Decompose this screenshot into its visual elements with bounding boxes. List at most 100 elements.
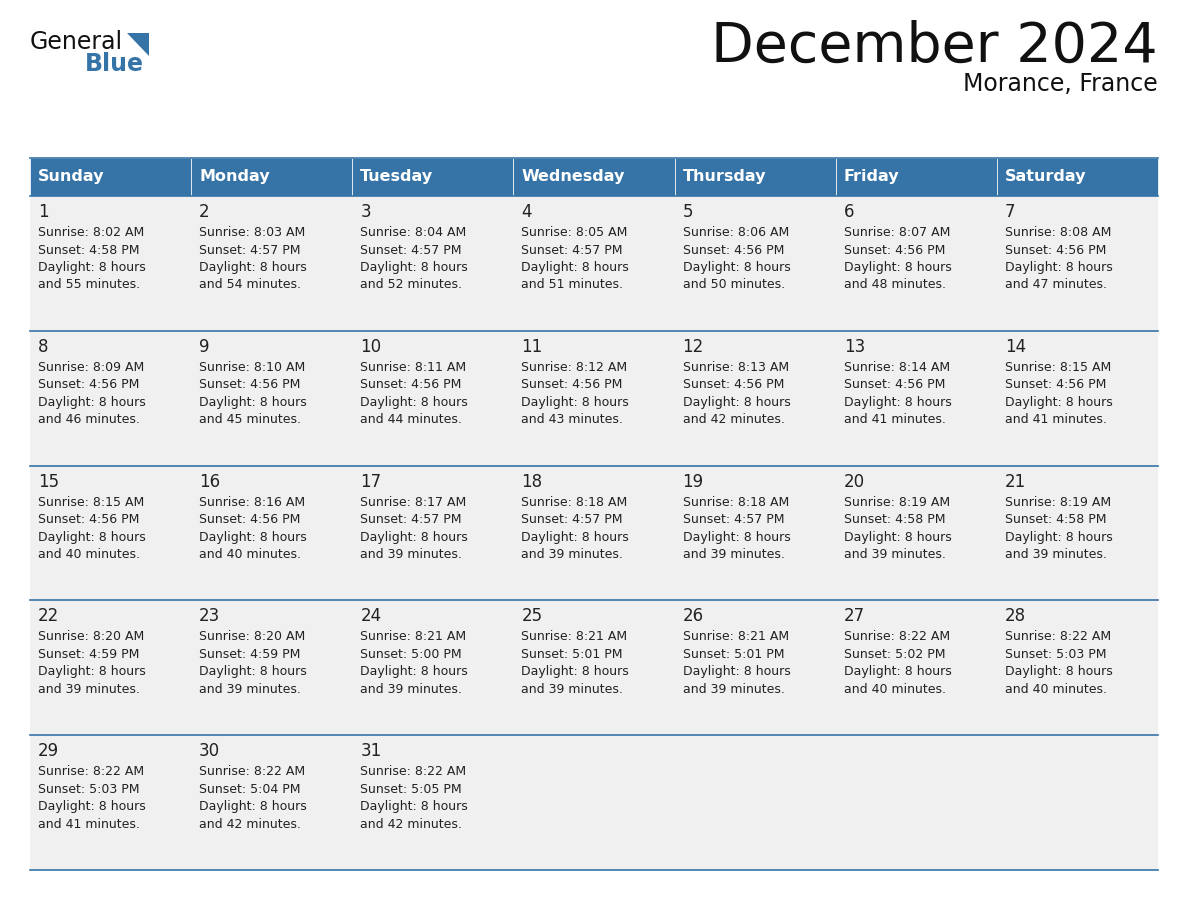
Text: Sunrise: 8:09 AM: Sunrise: 8:09 AM <box>38 361 144 374</box>
Text: Wednesday: Wednesday <box>522 170 625 185</box>
Bar <box>30 600 191 735</box>
Text: and 40 minutes.: and 40 minutes. <box>200 548 301 561</box>
Text: Sunrise: 8:18 AM: Sunrise: 8:18 AM <box>683 496 789 509</box>
Text: Daylight: 8 hours: Daylight: 8 hours <box>522 261 630 274</box>
Text: Daylight: 8 hours: Daylight: 8 hours <box>1005 666 1113 678</box>
Text: Sunset: 4:58 PM: Sunset: 4:58 PM <box>843 513 946 526</box>
Text: Sunrise: 8:03 AM: Sunrise: 8:03 AM <box>200 226 305 239</box>
Text: and 39 minutes.: and 39 minutes. <box>38 683 140 696</box>
Text: Daylight: 8 hours: Daylight: 8 hours <box>38 396 146 409</box>
Text: 6: 6 <box>843 203 854 221</box>
Text: Daylight: 8 hours: Daylight: 8 hours <box>360 261 468 274</box>
Text: Sunset: 4:57 PM: Sunset: 4:57 PM <box>360 243 462 256</box>
Bar <box>835 158 997 196</box>
Text: Sunset: 4:59 PM: Sunset: 4:59 PM <box>200 648 301 661</box>
Text: Sunset: 5:03 PM: Sunset: 5:03 PM <box>1005 648 1106 661</box>
Text: Daylight: 8 hours: Daylight: 8 hours <box>522 666 630 678</box>
Text: Daylight: 8 hours: Daylight: 8 hours <box>200 666 307 678</box>
Text: Daylight: 8 hours: Daylight: 8 hours <box>843 396 952 409</box>
Text: General: General <box>30 30 124 54</box>
Text: and 39 minutes.: and 39 minutes. <box>360 548 462 561</box>
Bar <box>675 735 835 870</box>
Text: 11: 11 <box>522 338 543 356</box>
Text: Sunset: 4:56 PM: Sunset: 4:56 PM <box>200 378 301 391</box>
Bar <box>997 465 1158 600</box>
Text: Sunrise: 8:15 AM: Sunrise: 8:15 AM <box>38 496 144 509</box>
Text: Sunset: 5:01 PM: Sunset: 5:01 PM <box>522 648 623 661</box>
Text: Sunrise: 8:10 AM: Sunrise: 8:10 AM <box>200 361 305 374</box>
Text: and 44 minutes.: and 44 minutes. <box>360 413 462 426</box>
Text: Sunrise: 8:11 AM: Sunrise: 8:11 AM <box>360 361 467 374</box>
Text: Daylight: 8 hours: Daylight: 8 hours <box>522 531 630 543</box>
Text: and 39 minutes.: and 39 minutes. <box>200 683 301 696</box>
Text: Sunrise: 8:21 AM: Sunrise: 8:21 AM <box>522 631 627 644</box>
Text: 22: 22 <box>38 608 59 625</box>
Bar <box>30 196 191 330</box>
Bar <box>675 196 835 330</box>
Text: 4: 4 <box>522 203 532 221</box>
Text: Daylight: 8 hours: Daylight: 8 hours <box>360 531 468 543</box>
Text: 1: 1 <box>38 203 49 221</box>
Text: 27: 27 <box>843 608 865 625</box>
Bar <box>353 330 513 465</box>
Bar <box>191 735 353 870</box>
Text: and 39 minutes.: and 39 minutes. <box>522 548 624 561</box>
Text: and 51 minutes.: and 51 minutes. <box>522 278 624 292</box>
Text: and 40 minutes.: and 40 minutes. <box>38 548 140 561</box>
Text: 18: 18 <box>522 473 543 490</box>
Text: Sunrise: 8:02 AM: Sunrise: 8:02 AM <box>38 226 144 239</box>
Text: Sunrise: 8:19 AM: Sunrise: 8:19 AM <box>1005 496 1111 509</box>
Bar <box>353 600 513 735</box>
Text: Daylight: 8 hours: Daylight: 8 hours <box>683 396 790 409</box>
Text: Daylight: 8 hours: Daylight: 8 hours <box>360 666 468 678</box>
Bar <box>191 330 353 465</box>
Bar <box>513 465 675 600</box>
Text: 14: 14 <box>1005 338 1026 356</box>
Text: and 39 minutes.: and 39 minutes. <box>683 548 784 561</box>
Text: Daylight: 8 hours: Daylight: 8 hours <box>360 800 468 813</box>
Text: December 2024: December 2024 <box>712 20 1158 74</box>
Text: Sunrise: 8:22 AM: Sunrise: 8:22 AM <box>843 631 950 644</box>
Text: 13: 13 <box>843 338 865 356</box>
Text: Sunrise: 8:17 AM: Sunrise: 8:17 AM <box>360 496 467 509</box>
Text: and 54 minutes.: and 54 minutes. <box>200 278 301 292</box>
Text: Daylight: 8 hours: Daylight: 8 hours <box>200 261 307 274</box>
Text: Sunset: 4:56 PM: Sunset: 4:56 PM <box>843 378 946 391</box>
Text: Sunset: 4:57 PM: Sunset: 4:57 PM <box>360 513 462 526</box>
Bar <box>513 600 675 735</box>
Bar <box>835 330 997 465</box>
Bar <box>675 465 835 600</box>
Text: and 42 minutes.: and 42 minutes. <box>683 413 784 426</box>
Bar <box>513 158 675 196</box>
Text: Daylight: 8 hours: Daylight: 8 hours <box>360 396 468 409</box>
Text: 15: 15 <box>38 473 59 490</box>
Text: Sunset: 4:57 PM: Sunset: 4:57 PM <box>522 243 623 256</box>
Text: 24: 24 <box>360 608 381 625</box>
Text: 3: 3 <box>360 203 371 221</box>
Bar <box>353 196 513 330</box>
Text: and 41 minutes.: and 41 minutes. <box>1005 413 1107 426</box>
Text: Sunset: 4:57 PM: Sunset: 4:57 PM <box>522 513 623 526</box>
Text: and 39 minutes.: and 39 minutes. <box>843 548 946 561</box>
Text: Sunset: 4:56 PM: Sunset: 4:56 PM <box>843 243 946 256</box>
Bar <box>835 600 997 735</box>
Text: and 47 minutes.: and 47 minutes. <box>1005 278 1107 292</box>
Text: and 39 minutes.: and 39 minutes. <box>522 683 624 696</box>
Bar <box>997 330 1158 465</box>
Text: 8: 8 <box>38 338 49 356</box>
Text: and 41 minutes.: and 41 minutes. <box>843 413 946 426</box>
Text: and 48 minutes.: and 48 minutes. <box>843 278 946 292</box>
Text: Monday: Monday <box>200 170 270 185</box>
Text: and 50 minutes.: and 50 minutes. <box>683 278 785 292</box>
Text: Sunset: 5:00 PM: Sunset: 5:00 PM <box>360 648 462 661</box>
Bar <box>191 465 353 600</box>
Bar <box>30 465 191 600</box>
Bar <box>30 735 191 870</box>
Text: and 43 minutes.: and 43 minutes. <box>522 413 624 426</box>
Text: Sunrise: 8:19 AM: Sunrise: 8:19 AM <box>843 496 950 509</box>
Text: 9: 9 <box>200 338 209 356</box>
Text: Sunrise: 8:08 AM: Sunrise: 8:08 AM <box>1005 226 1111 239</box>
Bar <box>191 158 353 196</box>
Text: Sunrise: 8:21 AM: Sunrise: 8:21 AM <box>360 631 467 644</box>
Text: Daylight: 8 hours: Daylight: 8 hours <box>38 531 146 543</box>
